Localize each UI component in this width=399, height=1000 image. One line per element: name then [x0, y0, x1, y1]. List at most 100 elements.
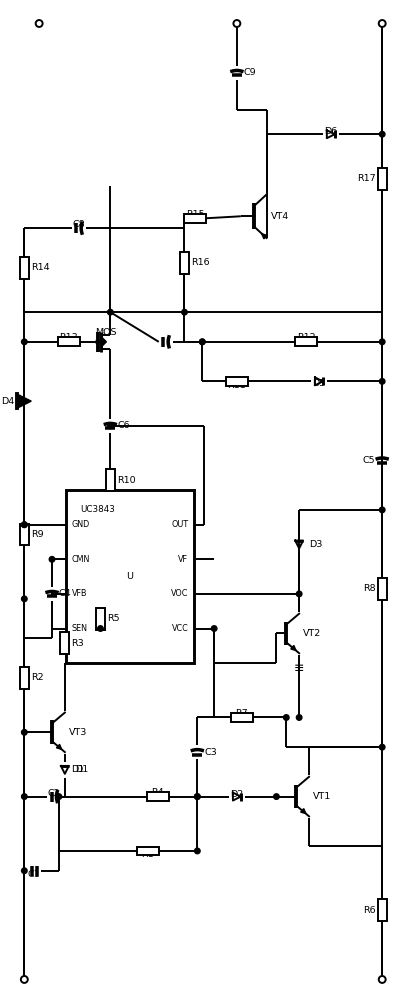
Bar	[96, 608, 105, 630]
Circle shape	[274, 794, 279, 799]
Circle shape	[296, 715, 302, 720]
Bar	[378, 578, 387, 600]
Bar	[231, 713, 253, 722]
Bar	[226, 377, 248, 386]
Text: U: U	[126, 572, 134, 581]
Text: R11: R11	[227, 381, 246, 390]
Circle shape	[200, 339, 205, 345]
Text: VT3: VT3	[69, 728, 87, 737]
Circle shape	[211, 626, 217, 631]
Text: R2: R2	[31, 673, 43, 682]
Circle shape	[22, 522, 27, 527]
Circle shape	[379, 131, 385, 137]
Circle shape	[108, 309, 113, 315]
Circle shape	[56, 794, 62, 799]
Text: ≡: ≡	[93, 491, 104, 504]
Text: C5: C5	[363, 456, 375, 465]
Text: R12: R12	[297, 333, 315, 342]
Circle shape	[379, 744, 385, 750]
Circle shape	[49, 557, 55, 562]
Circle shape	[379, 20, 386, 27]
Bar	[295, 337, 317, 346]
Text: VT1: VT1	[313, 792, 331, 801]
Text: C6: C6	[117, 421, 130, 430]
Circle shape	[200, 339, 205, 345]
Polygon shape	[103, 338, 107, 346]
Circle shape	[22, 730, 27, 735]
Bar	[378, 899, 387, 921]
Circle shape	[379, 507, 385, 513]
Bar	[20, 667, 29, 689]
Text: UC3843: UC3843	[81, 505, 115, 514]
Text: VOC: VOC	[171, 589, 188, 598]
Bar	[20, 257, 29, 279]
Text: C3: C3	[204, 748, 217, 757]
Bar	[180, 252, 189, 274]
Text: R9: R9	[31, 530, 43, 539]
Text: VCC: VCC	[172, 624, 188, 633]
Circle shape	[22, 522, 27, 527]
Text: OUT: OUT	[171, 520, 188, 529]
Text: R7: R7	[235, 709, 248, 718]
Circle shape	[195, 794, 200, 799]
Bar	[66, 490, 194, 663]
Text: R16: R16	[191, 258, 209, 267]
Bar	[184, 214, 206, 223]
Text: R15: R15	[186, 210, 205, 219]
Text: C1: C1	[28, 870, 41, 879]
Text: D2: D2	[230, 790, 243, 799]
Circle shape	[22, 794, 27, 799]
Bar	[20, 524, 29, 545]
Circle shape	[233, 20, 240, 27]
Bar	[58, 337, 80, 346]
Text: C9: C9	[244, 68, 257, 77]
Text: R14: R14	[31, 263, 49, 272]
Text: R5: R5	[107, 614, 119, 623]
Circle shape	[22, 339, 27, 345]
Text: VFB: VFB	[72, 589, 87, 598]
Text: R6: R6	[363, 906, 376, 915]
Text: GND: GND	[72, 520, 90, 529]
Circle shape	[22, 868, 27, 873]
Circle shape	[22, 596, 27, 602]
Text: CMN: CMN	[72, 555, 90, 564]
Text: D3: D3	[309, 540, 322, 549]
Text: VF: VF	[178, 555, 188, 564]
Bar	[137, 847, 159, 855]
Text: R13: R13	[59, 333, 78, 342]
Text: D4: D4	[1, 397, 14, 406]
Circle shape	[296, 591, 302, 597]
Text: D5: D5	[312, 379, 326, 388]
Circle shape	[98, 626, 103, 631]
Text: R8: R8	[363, 584, 376, 593]
Circle shape	[379, 339, 385, 345]
Circle shape	[108, 423, 113, 429]
Text: VT4: VT4	[271, 212, 289, 221]
Circle shape	[195, 794, 200, 799]
Circle shape	[195, 848, 200, 854]
Text: ≡: ≡	[294, 662, 304, 675]
Bar	[147, 792, 169, 801]
Circle shape	[379, 379, 385, 384]
Bar	[60, 632, 69, 654]
Circle shape	[284, 715, 289, 720]
Text: D1: D1	[71, 765, 84, 774]
Bar	[106, 469, 115, 491]
Circle shape	[21, 976, 28, 983]
Circle shape	[182, 309, 187, 315]
Polygon shape	[18, 394, 31, 408]
Text: R10: R10	[117, 476, 135, 485]
Circle shape	[36, 20, 43, 27]
Text: R1: R1	[142, 850, 154, 859]
Text: MOS: MOS	[95, 328, 116, 337]
Text: SEN: SEN	[72, 624, 88, 633]
Text: R3: R3	[71, 639, 84, 648]
Circle shape	[379, 976, 386, 983]
Text: D1: D1	[75, 765, 88, 774]
Text: C2: C2	[47, 789, 60, 798]
Text: VT2: VT2	[303, 629, 321, 638]
Text: R4: R4	[152, 788, 164, 797]
Text: R17: R17	[357, 174, 376, 183]
Text: C8: C8	[72, 220, 85, 229]
Text: C4: C4	[59, 589, 71, 598]
